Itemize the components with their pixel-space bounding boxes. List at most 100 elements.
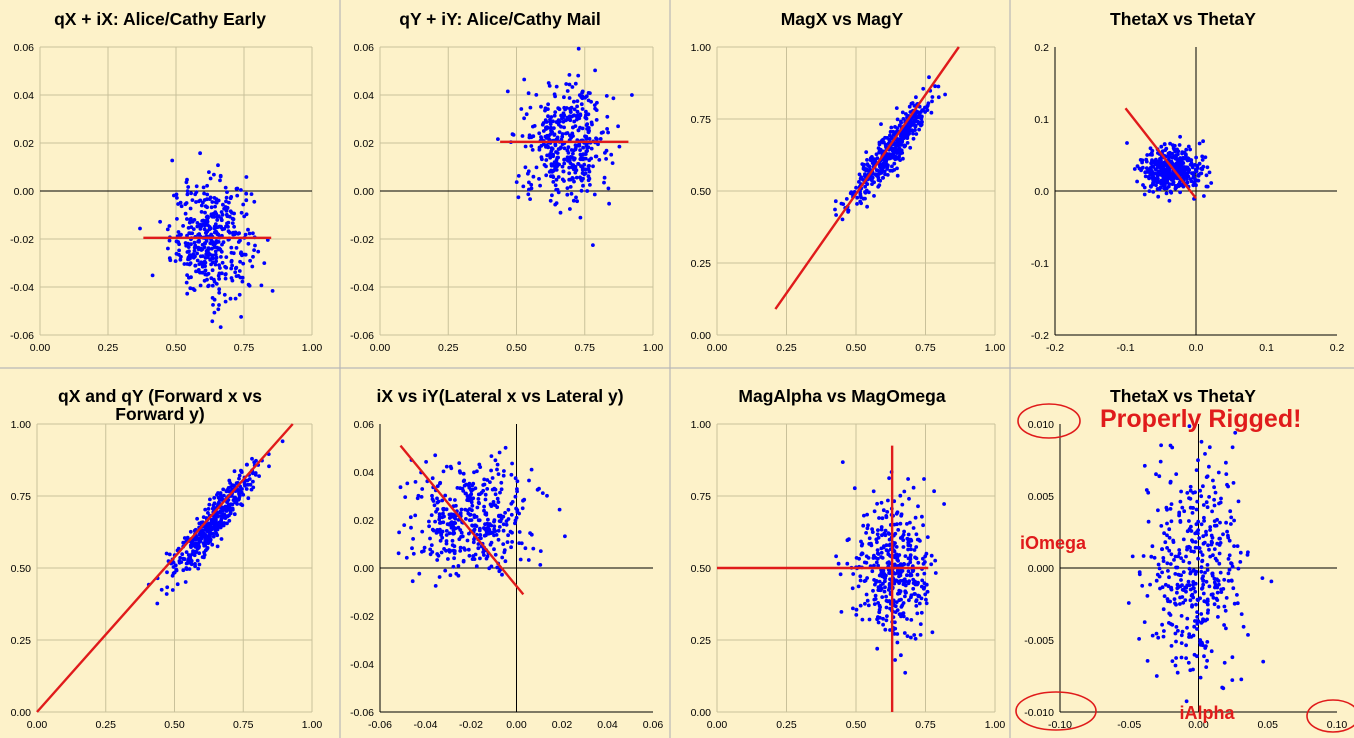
y-tick-label: 1.00 [691, 419, 712, 431]
data-point [906, 540, 911, 545]
data-point [483, 533, 488, 538]
data-point [474, 564, 479, 569]
data-point [187, 262, 192, 267]
data-point [892, 581, 897, 586]
data-point [1161, 634, 1166, 639]
data-point [492, 486, 497, 491]
data-point [1152, 555, 1157, 560]
data-point [906, 477, 910, 481]
data-point [1217, 561, 1222, 566]
data-point [1189, 549, 1194, 553]
data-point [441, 511, 445, 516]
data-point [907, 496, 911, 501]
data-point [213, 262, 218, 267]
data-point [1204, 173, 1209, 178]
data-point [836, 561, 841, 566]
data-point [1236, 566, 1241, 571]
data-point [870, 161, 875, 166]
data-point [527, 187, 531, 192]
data-point [929, 110, 934, 115]
data-point [265, 238, 270, 242]
data-point [228, 485, 233, 489]
data-point [578, 175, 582, 180]
data-point [905, 141, 910, 145]
data-point [470, 503, 475, 508]
data-point [214, 531, 219, 536]
data-point [1144, 159, 1149, 164]
data-point [517, 530, 522, 534]
y-tick-label: 0.75 [691, 114, 712, 126]
data-point [441, 469, 446, 474]
data-point [439, 533, 443, 537]
data-point [174, 567, 179, 572]
data-point [616, 124, 620, 129]
data-point [506, 507, 511, 512]
data-point [892, 549, 897, 554]
data-point [1161, 559, 1166, 563]
data-point [606, 130, 610, 135]
data-point [224, 195, 229, 200]
data-point [905, 136, 910, 141]
data-point [229, 250, 234, 255]
data-point [1177, 548, 1182, 552]
data-point [905, 573, 909, 578]
data-point [922, 571, 927, 576]
data-point [1184, 585, 1189, 590]
data-point [911, 586, 916, 591]
data-point [1167, 198, 1172, 203]
data-point [1169, 190, 1174, 195]
x-tick-label: 0.75 [915, 719, 936, 731]
data-point [599, 131, 604, 135]
data-point [859, 543, 864, 548]
data-point [1174, 656, 1178, 660]
data-point [1235, 601, 1240, 606]
data-point [1224, 626, 1228, 631]
data-point [1225, 529, 1229, 534]
data-point [193, 243, 198, 248]
data-point [192, 248, 197, 253]
data-point [468, 513, 472, 517]
data-point [1224, 460, 1228, 465]
data-point [1191, 580, 1196, 584]
data-point [483, 497, 488, 502]
data-point [906, 569, 911, 574]
data-point [467, 553, 472, 558]
data-point [556, 106, 561, 111]
data-point [1198, 488, 1202, 493]
data-point [570, 131, 575, 136]
data-point [895, 640, 900, 645]
data-point [556, 175, 561, 179]
data-point [528, 197, 532, 202]
data-point [1212, 580, 1217, 585]
data-point [859, 175, 864, 180]
data-point [459, 507, 464, 512]
data-point [914, 119, 918, 124]
data-point [851, 606, 855, 611]
data-point [168, 258, 173, 263]
data-point [1195, 615, 1200, 619]
data-point [1194, 507, 1199, 512]
data-point [1181, 166, 1186, 171]
data-point [203, 256, 208, 260]
data-point [1199, 565, 1204, 570]
data-point [491, 500, 496, 504]
x-tick-label: 1.00 [302, 719, 323, 731]
data-point [211, 242, 216, 247]
data-point [209, 205, 214, 210]
data-point [913, 555, 917, 560]
data-point [451, 548, 456, 553]
data-point [531, 546, 536, 551]
data-point [921, 523, 925, 528]
data-point [178, 257, 183, 262]
data-point [1150, 153, 1154, 157]
data-point [523, 165, 528, 170]
data-point [496, 137, 500, 142]
data-point [486, 517, 490, 522]
data-point [1226, 571, 1231, 576]
data-point [226, 224, 230, 229]
data-point [575, 113, 580, 118]
data-point [899, 653, 903, 658]
data-point [495, 496, 500, 501]
data-point [881, 508, 886, 513]
data-point [520, 134, 525, 138]
